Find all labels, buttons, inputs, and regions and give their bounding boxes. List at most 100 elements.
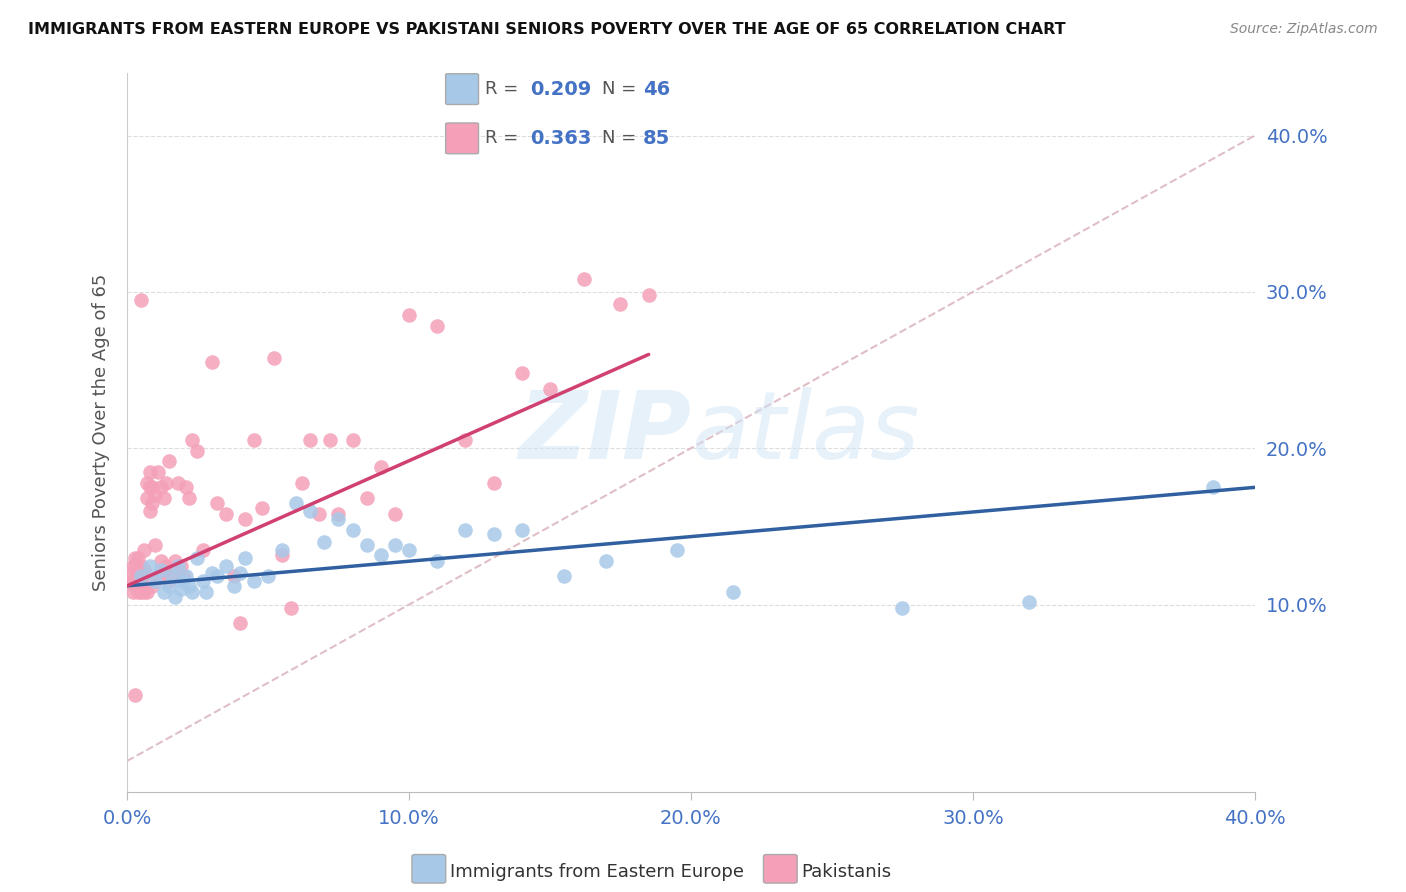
Point bbox=[141, 579, 163, 593]
Point bbox=[157, 454, 180, 468]
Point bbox=[138, 465, 160, 479]
Point bbox=[891, 600, 914, 615]
FancyBboxPatch shape bbox=[446, 123, 478, 153]
Point bbox=[180, 585, 202, 599]
Point bbox=[342, 434, 364, 448]
Point bbox=[229, 616, 252, 631]
Text: Source: ZipAtlas.com: Source: ZipAtlas.com bbox=[1230, 22, 1378, 37]
Point bbox=[121, 574, 143, 589]
Point bbox=[124, 689, 146, 703]
Point bbox=[235, 511, 257, 525]
Point bbox=[172, 569, 194, 583]
Point bbox=[174, 480, 197, 494]
Point bbox=[263, 351, 285, 365]
Point bbox=[129, 293, 152, 307]
Point bbox=[308, 507, 330, 521]
Point bbox=[149, 554, 172, 568]
Point bbox=[721, 585, 744, 599]
Point bbox=[180, 434, 202, 448]
Text: N =: N = bbox=[602, 80, 643, 98]
Point bbox=[510, 366, 533, 380]
Point bbox=[191, 542, 214, 557]
Point bbox=[129, 566, 152, 581]
Point bbox=[280, 600, 302, 615]
Point bbox=[135, 574, 157, 589]
Point bbox=[124, 550, 146, 565]
Point bbox=[186, 444, 208, 458]
Point bbox=[169, 558, 191, 573]
Text: ZIP: ZIP bbox=[517, 386, 690, 479]
Point bbox=[215, 558, 238, 573]
Point bbox=[155, 475, 177, 490]
Point bbox=[141, 496, 163, 510]
Point bbox=[1201, 480, 1223, 494]
Point bbox=[135, 585, 157, 599]
Point bbox=[129, 585, 152, 599]
Point bbox=[127, 574, 149, 589]
Point bbox=[121, 585, 143, 599]
Point bbox=[454, 434, 477, 448]
Point bbox=[132, 542, 155, 557]
Point bbox=[243, 574, 266, 589]
Text: IMMIGRANTS FROM EASTERN EUROPE VS PAKISTANI SENIORS POVERTY OVER THE AGE OF 65 C: IMMIGRANTS FROM EASTERN EUROPE VS PAKIST… bbox=[28, 22, 1066, 37]
Point bbox=[194, 585, 217, 599]
Point bbox=[328, 507, 350, 521]
Point bbox=[637, 288, 659, 302]
Point bbox=[177, 579, 200, 593]
Point bbox=[538, 382, 561, 396]
Point bbox=[319, 434, 342, 448]
Point bbox=[160, 569, 183, 583]
Text: 0.209: 0.209 bbox=[530, 79, 592, 99]
Point bbox=[143, 538, 166, 552]
Point bbox=[205, 496, 228, 510]
Point bbox=[118, 569, 141, 583]
Point bbox=[398, 542, 420, 557]
Point bbox=[200, 355, 222, 369]
Point bbox=[224, 569, 246, 583]
Point bbox=[138, 480, 160, 494]
Point bbox=[426, 554, 449, 568]
Point bbox=[215, 507, 238, 521]
Point bbox=[132, 574, 155, 589]
Point bbox=[129, 558, 152, 573]
Point bbox=[141, 480, 163, 494]
Point bbox=[163, 554, 186, 568]
Text: Pakistanis: Pakistanis bbox=[801, 863, 891, 881]
Point bbox=[155, 558, 177, 573]
Point bbox=[454, 523, 477, 537]
Point bbox=[143, 574, 166, 589]
Point bbox=[132, 563, 155, 577]
Point bbox=[299, 504, 322, 518]
Point bbox=[665, 542, 688, 557]
Point bbox=[127, 585, 149, 599]
Y-axis label: Seniors Poverty Over the Age of 65: Seniors Poverty Over the Age of 65 bbox=[93, 274, 110, 591]
Text: R =: R = bbox=[485, 129, 524, 147]
Point bbox=[149, 480, 172, 494]
Point bbox=[157, 574, 180, 589]
Point bbox=[314, 535, 336, 549]
Point bbox=[200, 566, 222, 581]
Point bbox=[135, 491, 157, 506]
Text: 46: 46 bbox=[643, 79, 671, 99]
Text: 85: 85 bbox=[643, 128, 671, 148]
Point bbox=[124, 558, 146, 573]
Point bbox=[157, 579, 180, 593]
Point bbox=[384, 507, 406, 521]
Point bbox=[257, 569, 280, 583]
Point bbox=[166, 475, 188, 490]
Point bbox=[252, 500, 274, 515]
Point bbox=[177, 491, 200, 506]
Point bbox=[595, 554, 617, 568]
Point bbox=[152, 585, 174, 599]
Point bbox=[510, 523, 533, 537]
Point bbox=[149, 563, 172, 577]
Text: R =: R = bbox=[485, 80, 524, 98]
Point bbox=[285, 496, 308, 510]
Point bbox=[124, 579, 146, 593]
Point bbox=[426, 319, 449, 334]
Point bbox=[342, 523, 364, 537]
Point bbox=[609, 297, 631, 311]
Point bbox=[169, 582, 191, 596]
Point bbox=[356, 538, 378, 552]
Point bbox=[186, 550, 208, 565]
